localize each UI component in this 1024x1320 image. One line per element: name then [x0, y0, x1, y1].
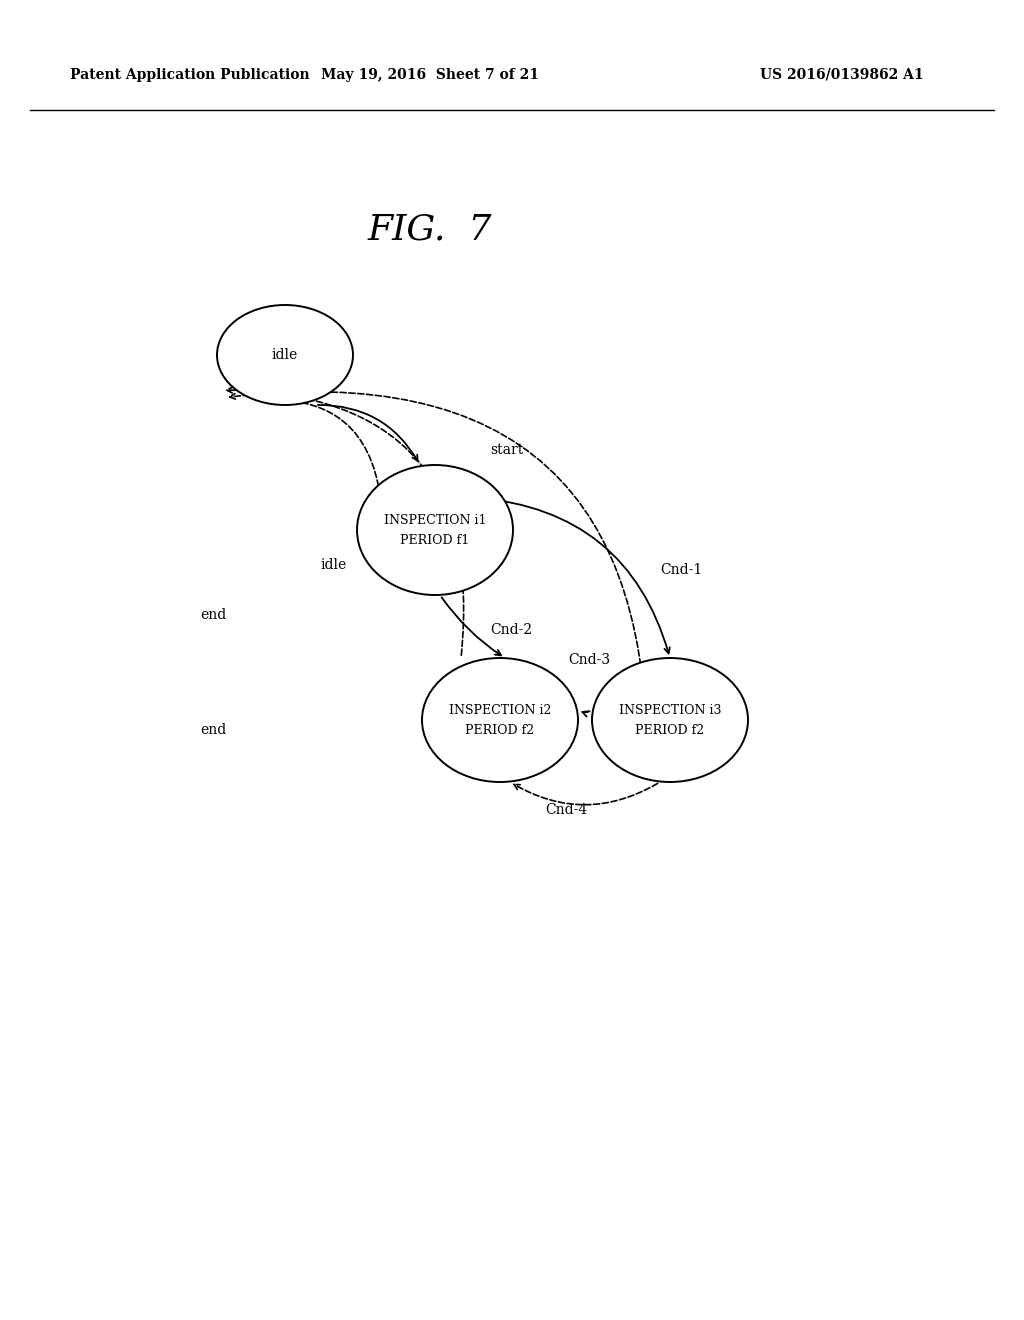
Ellipse shape	[592, 657, 748, 781]
Ellipse shape	[357, 465, 513, 595]
Ellipse shape	[422, 657, 578, 781]
Text: PERIOD f1: PERIOD f1	[400, 533, 470, 546]
Text: INSPECTION i2: INSPECTION i2	[449, 704, 551, 717]
Text: US 2016/0139862 A1: US 2016/0139862 A1	[760, 69, 924, 82]
Text: end: end	[200, 609, 226, 622]
Text: INSPECTION i3: INSPECTION i3	[618, 704, 721, 717]
Ellipse shape	[217, 305, 353, 405]
Text: start: start	[490, 444, 523, 457]
Text: PERIOD f2: PERIOD f2	[636, 723, 705, 737]
Text: PERIOD f2: PERIOD f2	[466, 723, 535, 737]
Text: idle: idle	[319, 558, 346, 572]
Text: end: end	[200, 723, 226, 737]
Text: Patent Application Publication: Patent Application Publication	[70, 69, 309, 82]
Text: INSPECTION i1: INSPECTION i1	[384, 513, 486, 527]
Text: idle: idle	[272, 348, 298, 362]
Text: Cnd-1: Cnd-1	[660, 564, 702, 577]
Text: Cnd-4: Cnd-4	[545, 803, 587, 817]
Text: FIG.  7: FIG. 7	[368, 213, 493, 247]
Text: Cnd-3: Cnd-3	[568, 653, 610, 667]
Text: Cnd-2: Cnd-2	[490, 623, 532, 638]
Text: May 19, 2016  Sheet 7 of 21: May 19, 2016 Sheet 7 of 21	[321, 69, 539, 82]
